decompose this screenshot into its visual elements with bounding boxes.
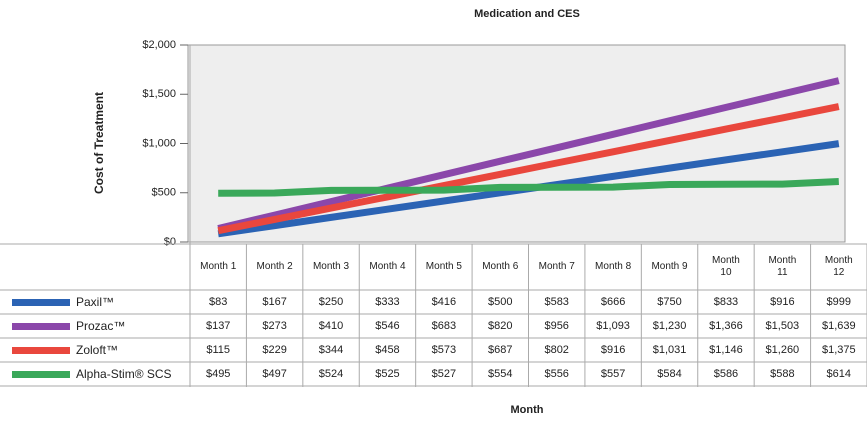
table-value: $1,031 <box>652 344 687 356</box>
table-value: $344 <box>318 344 344 356</box>
y-tick-label: $1,500 <box>142 88 176 100</box>
table-value: $573 <box>431 344 457 356</box>
table-value: $554 <box>488 368 513 380</box>
table-value: $557 <box>600 368 626 380</box>
legend-label: Alpha-Stim® SCS <box>76 367 172 381</box>
table-value: $956 <box>544 320 569 332</box>
table-value: $115 <box>206 344 231 356</box>
legend-swatch <box>12 371 70 378</box>
table-value: $1,639 <box>821 320 856 332</box>
table-value: $586 <box>713 368 739 380</box>
table-value: $666 <box>600 296 626 308</box>
table-value: $1,093 <box>596 320 630 332</box>
x-tick-label: Month 12 <box>824 254 853 278</box>
table-value: $1,146 <box>709 344 743 356</box>
table-value: $687 <box>488 344 513 356</box>
x-tick-label: Month 2 <box>256 260 293 272</box>
table-value: $273 <box>262 320 287 332</box>
legend-label: Zoloft™ <box>76 343 119 357</box>
legend-swatch <box>12 347 70 354</box>
x-tick-label: Month 4 <box>369 260 406 272</box>
table-value: $1,260 <box>765 344 800 356</box>
x-tick-label: Month 7 <box>538 260 575 272</box>
legend-label: Paxil™ <box>76 295 115 309</box>
chart-title: Medication and CES <box>474 8 580 20</box>
table-value: $1,366 <box>709 320 743 332</box>
table-value: $1,230 <box>652 320 687 332</box>
table-value: $458 <box>375 344 400 356</box>
table-value: $546 <box>375 320 400 332</box>
table-value: $416 <box>431 296 457 308</box>
series-line <box>217 103 840 235</box>
legend-label: Prozac™ <box>76 319 126 333</box>
table-value: $916 <box>600 344 626 356</box>
table-value: $410 <box>318 320 344 332</box>
x-tick-label: Month 6 <box>482 260 519 272</box>
table-value: $497 <box>262 368 287 380</box>
legend-swatch <box>12 299 70 306</box>
x-axis-label: Month <box>511 404 544 416</box>
legend-swatch <box>12 323 70 330</box>
table-value: $137 <box>205 320 231 332</box>
y-tick-label: $2,000 <box>142 39 176 51</box>
x-tick-label: Month 8 <box>595 260 632 272</box>
y-tick-label: $500 <box>152 187 176 199</box>
table-value: $495 <box>205 368 231 380</box>
table-value: $524 <box>318 368 344 380</box>
table-value: $916 <box>770 296 795 308</box>
x-tick-label: Month 10 <box>712 254 740 278</box>
x-tick-label: Month 3 <box>312 260 350 272</box>
x-tick-label: Month 11 <box>768 254 797 278</box>
table-value: $167 <box>262 296 287 308</box>
table-value: $83 <box>209 296 228 308</box>
y-axis-label: Cost of Treatment <box>92 92 106 194</box>
table-value: $1,503 <box>765 320 800 332</box>
series-line <box>217 77 840 232</box>
table-value: $802 <box>544 344 569 356</box>
table-value: $584 <box>657 368 682 380</box>
table-value: $583 <box>544 296 569 308</box>
y-tick-label: $0 <box>164 236 176 248</box>
table-value: $229 <box>262 344 287 356</box>
table-value: $820 <box>488 320 513 332</box>
table-value: $250 <box>318 296 344 308</box>
x-tick-label: Month 9 <box>651 260 688 272</box>
table-value: $556 <box>544 368 569 380</box>
table-value: $833 <box>713 296 739 308</box>
table-value: $500 <box>488 296 513 308</box>
table-value: $527 <box>431 368 457 380</box>
table-value: $614 <box>826 368 852 380</box>
table-value: $750 <box>657 296 682 308</box>
table-value: $1,375 <box>821 344 856 356</box>
table-value: $525 <box>375 368 400 380</box>
x-tick-label: Month 1 <box>200 260 237 272</box>
table-value: $999 <box>826 296 852 308</box>
series-line <box>218 178 839 197</box>
table-value: $333 <box>375 296 400 308</box>
table-value: $683 <box>431 320 457 332</box>
y-tick-label: $1,000 <box>142 137 176 149</box>
x-tick-label: Month 5 <box>425 260 462 272</box>
table-value: $588 <box>770 368 795 380</box>
